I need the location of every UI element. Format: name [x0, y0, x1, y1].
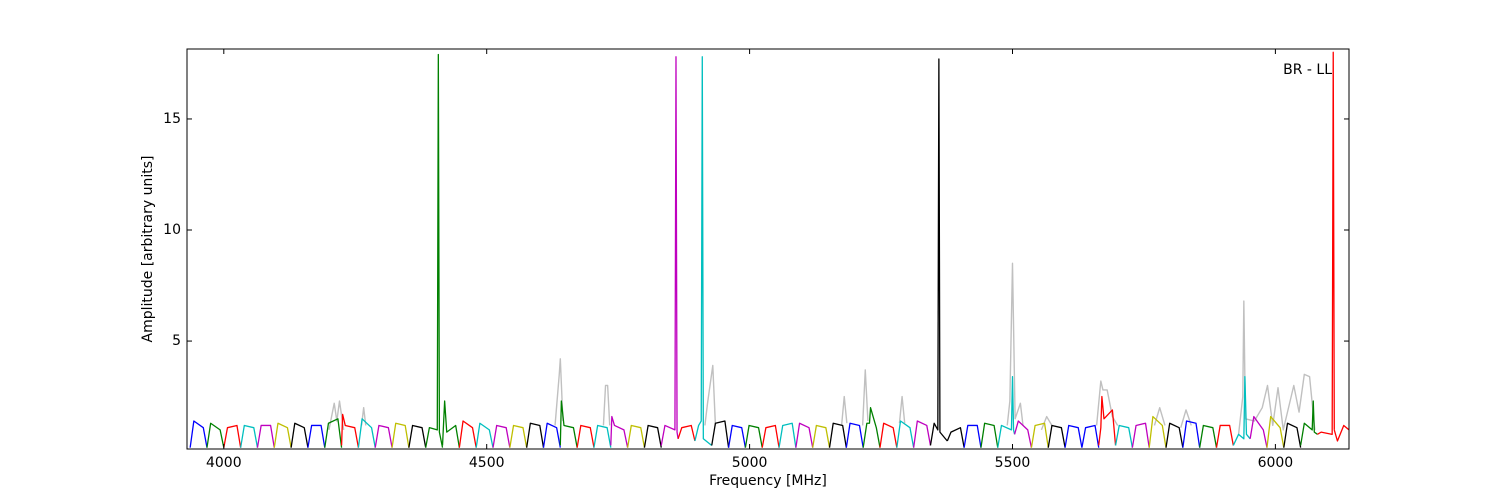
- axes: 4000 4500 5000 5500 6000 5 10 15: [163, 49, 1349, 471]
- series-line: [189, 420, 208, 448]
- series-line: [812, 424, 831, 448]
- series-line: [610, 415, 629, 448]
- series-line: [778, 422, 797, 448]
- series-line: [526, 422, 545, 448]
- series-line: [458, 420, 477, 448]
- background-trace: [328, 262, 1316, 435]
- x-tick-label: 5500: [995, 455, 1031, 471]
- series-line: [963, 424, 982, 448]
- series-line: [677, 424, 696, 442]
- series-line: [660, 56, 679, 446]
- series-line: [509, 424, 528, 448]
- series-line: [256, 424, 275, 448]
- series-line: [1013, 420, 1033, 448]
- series-line: [626, 424, 646, 448]
- series-line: [391, 422, 410, 448]
- series-line: [1182, 420, 1201, 448]
- series-line: [239, 424, 259, 448]
- series-line: [980, 422, 999, 448]
- series-line: [912, 420, 932, 448]
- series-line: [223, 424, 242, 448]
- series-line: [845, 422, 864, 448]
- series-line: [828, 422, 847, 448]
- series-line: [1266, 415, 1285, 448]
- series-line: [744, 424, 763, 448]
- series-line: [290, 422, 309, 448]
- series-line: [492, 424, 511, 448]
- series-line: [761, 424, 780, 448]
- series-line: [1333, 424, 1349, 442]
- series-line: [206, 422, 225, 448]
- series-line: [475, 422, 494, 448]
- series-line: [1299, 400, 1318, 446]
- series-line: [357, 418, 376, 448]
- series-line: [324, 418, 343, 448]
- plot-frame: [186, 48, 1350, 450]
- y-axis-label: Amplitude [arbitrary units]: [140, 156, 156, 343]
- series-line: [1081, 424, 1100, 448]
- series-line: [694, 56, 713, 446]
- series-line: [1047, 424, 1066, 448]
- series-line: [593, 424, 612, 448]
- series-line: [1148, 415, 1167, 448]
- series-line: [1249, 415, 1268, 448]
- y-tick-label: 5: [172, 333, 181, 349]
- series-line: [441, 400, 461, 448]
- series-line: [1232, 375, 1251, 446]
- series-line: [795, 422, 814, 448]
- series-line: [425, 53, 444, 448]
- x-tick-label: 5000: [732, 455, 768, 471]
- series-line: [576, 424, 595, 448]
- series-line: [896, 420, 915, 448]
- series-line: [711, 420, 730, 448]
- x-tick-label: 4500: [469, 455, 505, 471]
- series-line: [727, 424, 747, 448]
- series-line: [273, 422, 292, 448]
- series-line: [879, 422, 898, 448]
- series-line: [408, 424, 427, 448]
- series-line: [997, 375, 1016, 448]
- series-line: [946, 427, 965, 448]
- y-tick-label: 10: [163, 222, 181, 238]
- series-line: [1098, 395, 1117, 446]
- plot-area: [189, 51, 1349, 448]
- series-line: [1283, 422, 1302, 448]
- x-tick-label: 4000: [206, 455, 242, 471]
- series-line: [1199, 424, 1218, 448]
- x-axis-label: Frequency [MHz]: [709, 473, 827, 489]
- series-line: [1165, 422, 1184, 448]
- series-line: [542, 422, 561, 448]
- series-line: [862, 407, 881, 448]
- x-tick-label: 6000: [1258, 455, 1294, 471]
- series-line: [340, 413, 360, 448]
- series-line: [1215, 424, 1234, 448]
- series-line: [307, 424, 326, 448]
- y-tick-label: 15: [163, 111, 181, 127]
- series-line: [559, 400, 578, 448]
- series-line: [643, 424, 662, 448]
- series-line: [929, 58, 948, 446]
- series-line: [1131, 422, 1150, 448]
- annotation: BR - LL: [1283, 62, 1332, 78]
- series-line: [1064, 424, 1083, 448]
- series-line: [1317, 51, 1335, 435]
- series-line: [374, 424, 393, 448]
- series-line: [1030, 422, 1049, 448]
- series-line: [1114, 424, 1134, 448]
